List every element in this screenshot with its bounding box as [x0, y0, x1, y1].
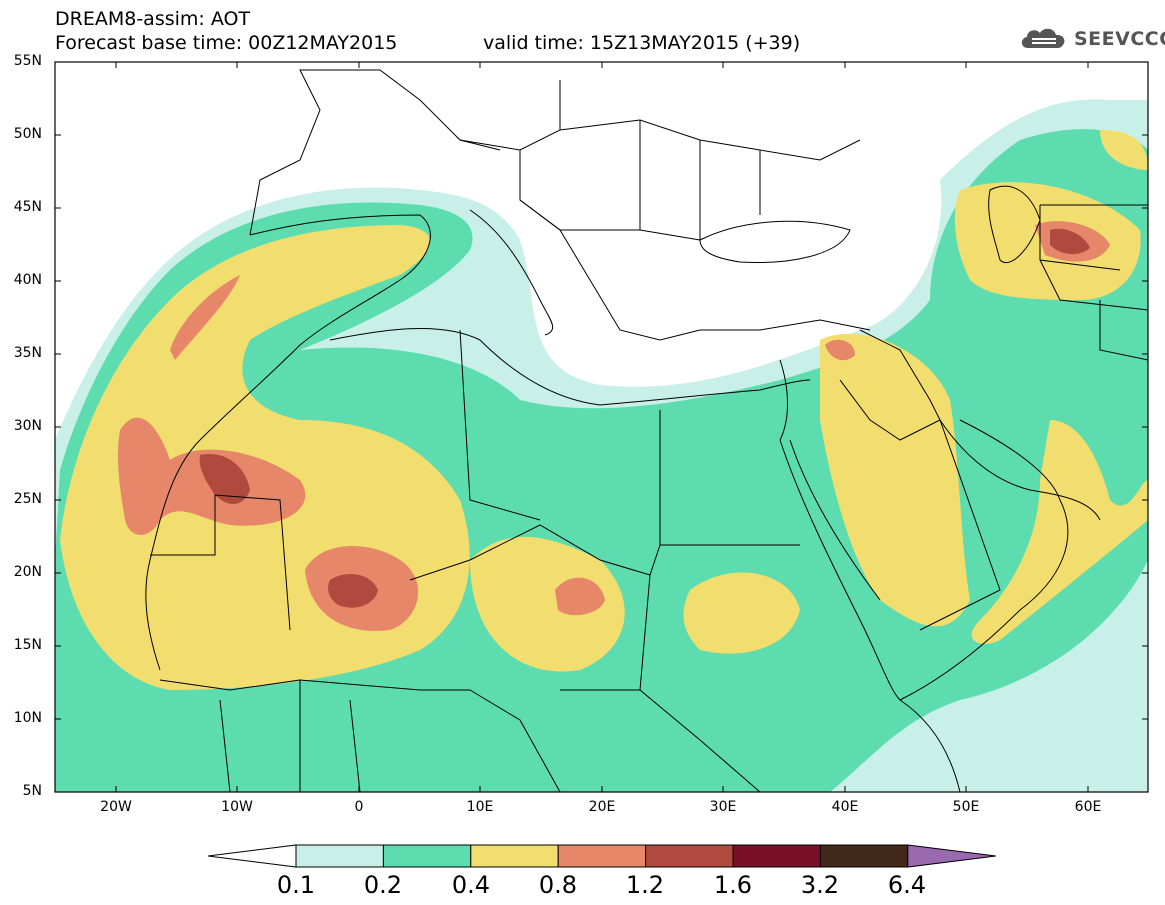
aot-band-0.4: [971, 420, 1148, 644]
caspian: [988, 185, 1041, 263]
border-mauritania-mali: [150, 494, 291, 631]
aot-band-0.4: [820, 333, 970, 627]
east-africa-coast: [899, 699, 961, 792]
aot-band-1.2: [199, 454, 250, 505]
lat-label: 50N: [13, 126, 42, 142]
lat-label: 40N: [13, 272, 42, 288]
lon-label: 40E: [831, 799, 859, 815]
lat-label: 15N: [13, 637, 42, 653]
coastline-levant: [779, 359, 788, 441]
lat-label: 10N: [13, 710, 42, 726]
colorbar-label: 1.6: [713, 871, 753, 899]
boundaries: [145, 69, 1148, 792]
lon-label: 0: [354, 799, 364, 815]
valid-time: valid time: 15Z13MAY2015 (+39): [483, 32, 801, 54]
black-sea: [699, 220, 851, 263]
lon-label: 20W: [100, 799, 132, 815]
coastline-europe-north: [249, 69, 501, 236]
aot-shading: [55, 99, 1148, 792]
lon-label: 10W: [221, 799, 253, 815]
border-sudan-chad: [560, 544, 661, 691]
border-turkey: [700, 319, 871, 331]
aot-band-0.8: [555, 577, 605, 616]
forecast-base-time: Forecast base time: 00Z12MAY2015: [55, 32, 398, 54]
colorbar-label: 6.4: [887, 871, 927, 899]
tick-marks: [55, 61, 1148, 792]
red-sea: [779, 439, 901, 701]
aot-band-0.8: [170, 275, 240, 360]
aot-band-0.8: [825, 339, 855, 361]
persian-gulf: [939, 419, 1101, 521]
colorbar-label: 0.2: [363, 871, 403, 899]
border-europe-2: [519, 150, 701, 241]
seevccc-logo: SEEVCCC: [1018, 24, 1165, 56]
border-europe-1: [459, 80, 561, 151]
border-central-asia: [1039, 259, 1148, 311]
border-central-africa: [469, 689, 761, 792]
colorbar-label: 0.1: [276, 871, 316, 899]
logo-text: SEEVCCC: [1074, 28, 1165, 50]
lat-label: 5N: [22, 783, 42, 799]
colorbar-label: 3.2: [800, 871, 840, 899]
coastline-north-africa: [329, 328, 811, 406]
border-iraq-iran: [859, 329, 941, 421]
border-nigeria: [299, 679, 470, 691]
colorbar-label: 1.2: [625, 871, 665, 899]
aot-band-0.4: [683, 572, 800, 654]
colorbar-label: 0.4: [451, 871, 491, 899]
border-saudi: [839, 379, 1001, 631]
lon-label: 20E: [588, 799, 616, 815]
lon-label: 30E: [709, 799, 737, 815]
border-europe-3: [559, 119, 861, 161]
border-europe-4: [639, 120, 761, 240]
aot-band-0.4: [1100, 130, 1148, 170]
arabia-coast: [899, 419, 1069, 701]
lon-label: 50E: [952, 799, 980, 815]
aot-band-1.2: [1050, 228, 1090, 255]
aot-band-0.4: [470, 536, 625, 672]
border-niger-chad: [409, 524, 651, 581]
lon-label: 60E: [1074, 799, 1102, 815]
coastline-italy: [469, 209, 554, 336]
lat-label: 55N: [13, 53, 42, 69]
map-title: DREAM8-assim: AOT: [55, 8, 251, 30]
lat-label: 35N: [13, 345, 42, 361]
lat-label: 20N: [13, 564, 42, 580]
border-algeria-libya: [459, 329, 541, 521]
lat-label: 30N: [13, 418, 42, 434]
aot-band-1.2: [328, 574, 378, 608]
border-afghanistan: [1099, 300, 1148, 361]
border-west-africa: [159, 679, 361, 792]
lat-label: 25N: [13, 491, 42, 507]
cloud-icon: [1021, 28, 1065, 48]
lon-label: 10E: [466, 799, 494, 815]
lat-label: 45N: [13, 199, 42, 215]
colorbar-label: 0.8: [538, 871, 578, 899]
coastline-iberia-africa: [145, 214, 431, 671]
